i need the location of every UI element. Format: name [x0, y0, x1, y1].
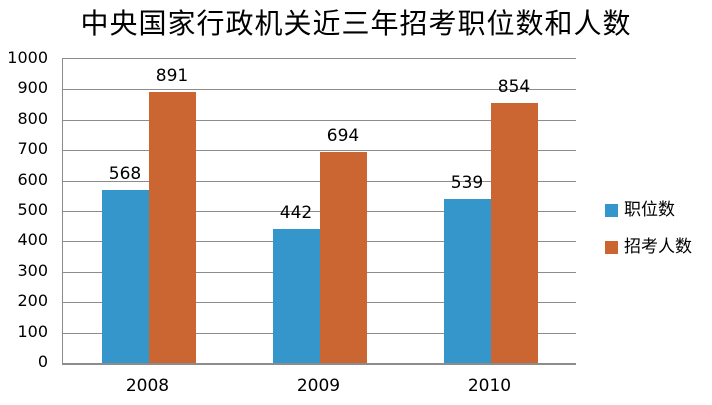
x-tick-label-2009: 2009: [296, 376, 341, 396]
chart-title: 中央国家行政机关近三年招考职位数和人数: [80, 7, 632, 40]
y-tick-label: 800: [17, 108, 48, 128]
bar-value-label: 568: [108, 164, 142, 185]
legend-label: 职位数: [624, 200, 675, 220]
bar-group-2010: 539 854: [405, 59, 576, 363]
plot-area: 568 891 442 694 539 854: [62, 58, 576, 365]
gridline: [63, 119, 576, 121]
bar-招考人数-2010: 854: [490, 79, 538, 363]
y-tick-label: 700: [17, 139, 48, 159]
legend-label: 招考人数: [624, 237, 692, 257]
y-tick-label: 300: [17, 260, 48, 280]
gridline: [63, 89, 576, 91]
bar-groups: 568 891 442 694 539 854: [63, 59, 576, 363]
bar-group-2009: 442 694: [234, 59, 405, 363]
y-tick-label: 500: [17, 200, 48, 219]
bar-招考人数-2008: 891: [148, 68, 196, 363]
bar-职位数-2008: 568: [101, 166, 149, 363]
bar-职位数-2009: 442: [272, 204, 320, 363]
bar-value-label: 891: [155, 66, 189, 87]
x-tick-label-2010: 2010: [467, 376, 512, 396]
y-tick-label: 900: [17, 78, 48, 98]
legend: 职位数 招考人数: [605, 198, 692, 259]
legend-swatch-icon: [605, 240, 618, 254]
legend-item-招考人数: 招考人数: [605, 235, 692, 259]
y-tick-label: 0: [37, 352, 48, 371]
legend-swatch-icon: [605, 203, 618, 217]
y-tick-label: 200: [17, 291, 48, 311]
y-tick-label: 1000: [7, 48, 48, 67]
x-axis-tick-labels: 2008 2009 2010: [62, 378, 575, 395]
x-tick-label-2008: 2008: [125, 376, 170, 396]
y-tick-label: 400: [17, 230, 48, 250]
y-tick-label: 600: [17, 169, 48, 189]
bar-value-label: 539: [450, 173, 484, 194]
bar-value-label: 694: [326, 126, 360, 147]
bar-value-label: 442: [279, 202, 313, 223]
bar-职位数-2010: 539: [443, 175, 491, 363]
gridline: [63, 150, 576, 152]
bar-group-2008: 568 891: [63, 59, 234, 363]
bar-value-label: 854: [497, 77, 531, 98]
bar-招考人数-2009: 694: [319, 128, 367, 363]
legend-item-职位数: 职位数: [605, 198, 692, 222]
y-tick-label: 100: [17, 321, 48, 341]
